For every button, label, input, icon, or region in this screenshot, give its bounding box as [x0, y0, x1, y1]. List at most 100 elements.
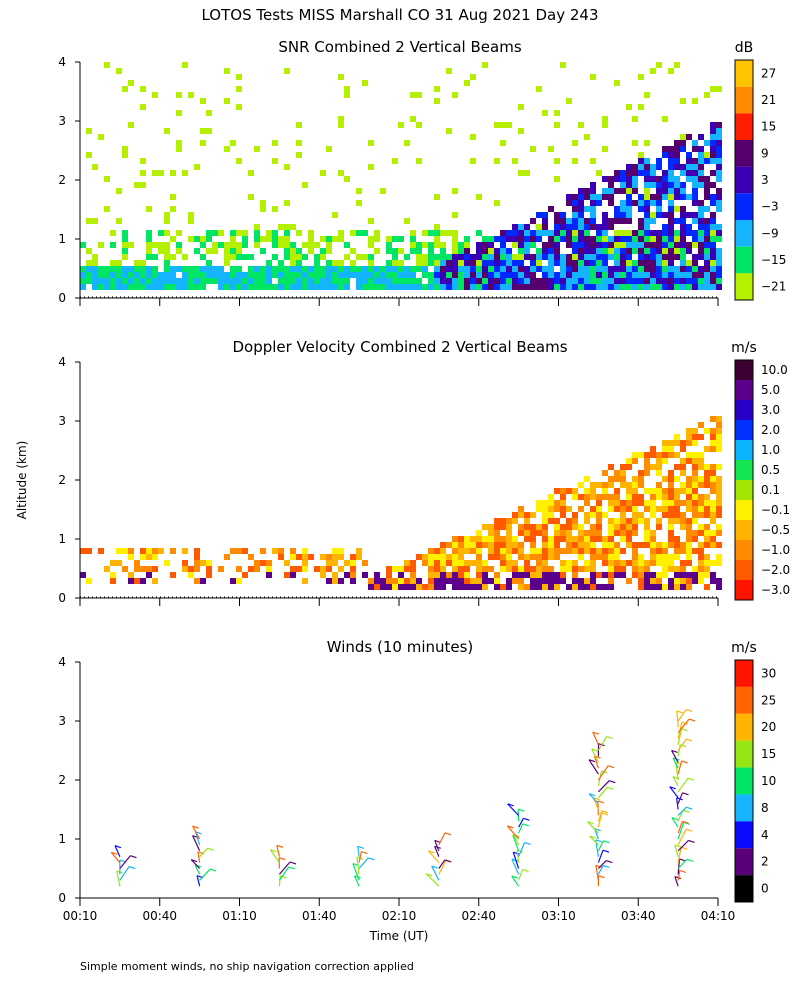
heatmap-cell [650, 68, 656, 74]
heatmap-cell [626, 278, 632, 284]
heatmap-cell [476, 260, 482, 266]
heatmap-cell [674, 506, 680, 512]
heatmap-cell [590, 530, 596, 536]
heatmap-cell [332, 212, 338, 218]
heatmap-cell [206, 272, 212, 278]
heatmap-cell [548, 548, 554, 554]
heatmap-cell [470, 254, 476, 260]
heatmap-cell [404, 272, 410, 278]
heatmap-cell [680, 254, 686, 260]
heatmap-cell [398, 566, 404, 572]
heatmap-cell [632, 476, 638, 482]
heatmap-cell [530, 536, 536, 542]
heatmap-cell [590, 488, 596, 494]
heatmap-cell [200, 266, 206, 272]
wind-barb-flag [431, 865, 438, 869]
heatmap-cell [626, 248, 632, 254]
heatmap-cell [602, 494, 608, 500]
heatmap-cell [278, 284, 284, 290]
y-tick-label: 1 [58, 232, 66, 246]
heatmap-cell [578, 494, 584, 500]
heatmap-cell [128, 572, 134, 578]
heatmap-cell [554, 218, 560, 224]
heatmap-cell [704, 140, 710, 146]
wind-barb [278, 861, 291, 875]
heatmap-cell [668, 236, 674, 242]
heatmap-cell [698, 212, 704, 218]
heatmap-cell [680, 146, 686, 152]
heatmap-cell [266, 260, 272, 266]
heatmap-cell [434, 242, 440, 248]
heatmap-cell [692, 200, 698, 206]
heatmap-cell [386, 278, 392, 284]
heatmap-cell [632, 200, 638, 206]
heatmap-cell [698, 560, 704, 566]
heatmap-cell [674, 512, 680, 518]
heatmap-cell [572, 494, 578, 500]
heatmap-cell [266, 560, 272, 566]
heatmap-cell [554, 584, 560, 590]
heatmap-cell [164, 272, 170, 278]
heatmap-cell [590, 566, 596, 572]
heatmap-cell [602, 194, 608, 200]
heatmap-cell [422, 230, 428, 236]
heatmap-cell [716, 584, 722, 590]
wind-barb-flag [511, 875, 518, 879]
heatmap-cell [314, 278, 320, 284]
wind-barb-flag [428, 850, 435, 854]
heatmap-cell [518, 284, 524, 290]
heatmap-cell [518, 584, 524, 590]
footnote: Simple moment winds, no ship navigation … [80, 960, 414, 973]
colorbar-segment [735, 400, 753, 420]
heatmap-cell [626, 266, 632, 272]
heatmap-cell [278, 548, 284, 554]
heatmap-cell [458, 542, 464, 548]
heatmap-cell [506, 536, 512, 542]
heatmap-cell [596, 242, 602, 248]
heatmap-cell [146, 284, 152, 290]
heatmap-cell [716, 206, 722, 212]
heatmap-cell [566, 218, 572, 224]
heatmap-cell [668, 164, 674, 170]
heatmap-cell [530, 566, 536, 572]
heatmap-cell [614, 80, 620, 86]
heatmap-cell [146, 236, 152, 242]
heatmap-cell [416, 578, 422, 584]
heatmap-cell [716, 278, 722, 284]
heatmap-cell [80, 278, 86, 284]
heatmap-cell [260, 272, 266, 278]
heatmap-cell [554, 536, 560, 542]
wind-barb-flag [209, 868, 217, 872]
heatmap-cell [470, 266, 476, 272]
heatmap-cell [524, 254, 530, 260]
heatmap-cell [368, 242, 374, 248]
heatmap-cell [608, 254, 614, 260]
heatmap-cell [368, 140, 374, 146]
heatmap-cell [644, 242, 650, 248]
colorbar-segment [735, 560, 753, 580]
heatmap-cell [662, 266, 668, 272]
wind-barb [592, 731, 599, 745]
heatmap-cell [602, 116, 608, 122]
heatmap-cell [152, 566, 158, 572]
heatmap-cell [608, 548, 614, 554]
heatmap-cell [632, 452, 638, 458]
heatmap-cell [680, 572, 686, 578]
heatmap-cell [590, 260, 596, 266]
heatmap-cell [506, 524, 512, 530]
heatmap-cell [170, 548, 176, 554]
wind-barb-flag [278, 857, 286, 861]
heatmap-cell [188, 566, 194, 572]
heatmap-cell [290, 266, 296, 272]
heatmap-cell [668, 200, 674, 206]
heatmap-cell [710, 560, 716, 566]
heatmap-cell [416, 278, 422, 284]
heatmap-cell [584, 248, 590, 254]
wind-barb-flag [507, 803, 514, 807]
heatmap-cell [668, 440, 674, 446]
heatmap-cell [560, 236, 566, 242]
heatmap-cell [614, 524, 620, 530]
heatmap-cell [710, 158, 716, 164]
heatmap-cell [80, 242, 86, 248]
heatmap-cell [662, 440, 668, 446]
